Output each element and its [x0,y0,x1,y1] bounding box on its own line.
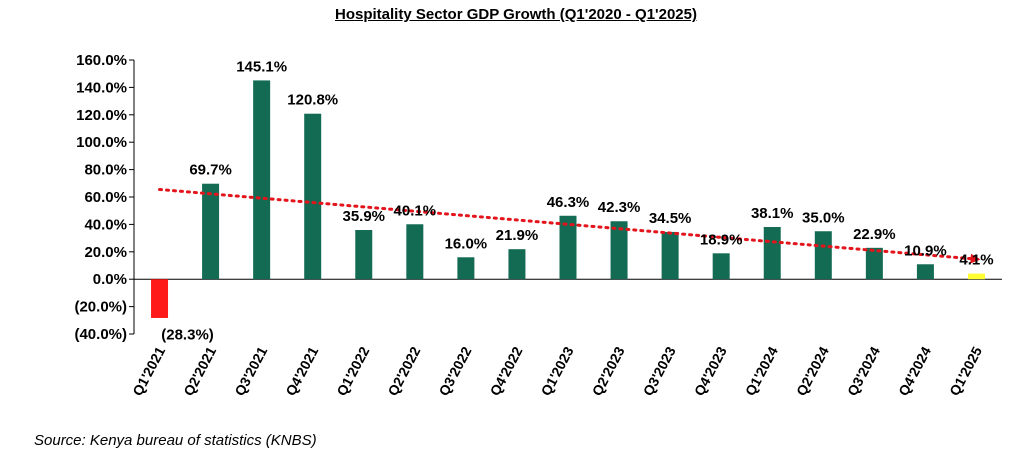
bar [406,224,424,280]
bar [661,231,679,280]
x-tick-label: Q3'2023 [640,344,679,399]
data-label: 18.9% [700,231,743,248]
y-tick-label: 20.0% [84,244,127,261]
x-tick-label: Q2'2021 [180,344,219,399]
x-tick-label: Q2'2024 [793,344,832,399]
y-tick-label: 80.0% [84,162,127,179]
bar [763,227,781,280]
y-tick-label: 100.0% [76,134,127,151]
bar [559,215,577,280]
bar [967,273,985,280]
bar [712,253,730,280]
data-label: 22.9% [853,226,896,243]
x-tick-label: Q1'2021 [129,344,168,399]
bar [508,249,526,280]
data-label: 16.0% [445,235,488,252]
x-tick-label: Q1'2022 [333,344,372,399]
data-label: 4.1% [959,252,993,269]
y-tick-label: 60.0% [84,189,127,206]
y-tick-label: 0.0% [93,271,127,288]
bar [916,264,934,280]
x-tick-label: Q1'2024 [742,344,781,399]
y-tick-label: 160.0% [76,52,127,69]
x-tick-label: Q1'2023 [538,344,577,399]
data-label: 35.9% [342,208,385,225]
x-tick-label: Q4'2022 [487,344,526,399]
data-label: 21.9% [496,227,539,244]
data-label: 46.3% [547,194,590,211]
x-tick-label: Q4'2024 [895,344,934,399]
x-tick-label: Q3'2021 [231,344,270,399]
bar [202,183,220,280]
y-tick-label: 140.0% [76,79,127,96]
bar [865,247,883,280]
bar [253,80,271,280]
data-label: 38.1% [751,205,794,222]
y-tick-label: 120.0% [76,107,127,124]
bar [457,257,475,280]
x-tick-label: Q2'2022 [384,344,423,399]
chart-title: Hospitality Sector GDP Growth (Q1'2020 -… [335,6,697,23]
bar [814,231,832,280]
bar [304,113,322,280]
bar [151,279,169,318]
data-label: (28.3%) [161,327,214,344]
bar [355,230,373,280]
x-tick-label: Q2'2023 [589,344,628,399]
data-label: 10.9% [904,242,947,259]
bar [610,221,628,280]
data-label: 35.0% [802,209,845,226]
data-label: 42.3% [598,199,641,216]
x-tick-label: Q3'2022 [435,344,474,399]
source-note: Source: Kenya bureau of statistics (KNBS… [34,432,317,449]
data-label: 120.8% [287,92,338,109]
x-tick-label: Q4'2021 [282,344,321,399]
data-label: 145.1% [236,58,287,75]
y-tick-label: (20.0%) [74,299,127,316]
y-tick-label: 40.0% [84,216,127,233]
data-label: 40.1% [394,202,437,219]
data-label: 34.5% [649,210,692,227]
x-tick-label: Q4'2023 [691,344,730,399]
y-tick-label: (40.0%) [74,326,127,343]
trendline [158,187,981,264]
x-tick-label: Q1'2025 [946,344,985,399]
data-label: 69.7% [189,162,232,179]
x-tick-label: Q3'2024 [844,344,883,399]
